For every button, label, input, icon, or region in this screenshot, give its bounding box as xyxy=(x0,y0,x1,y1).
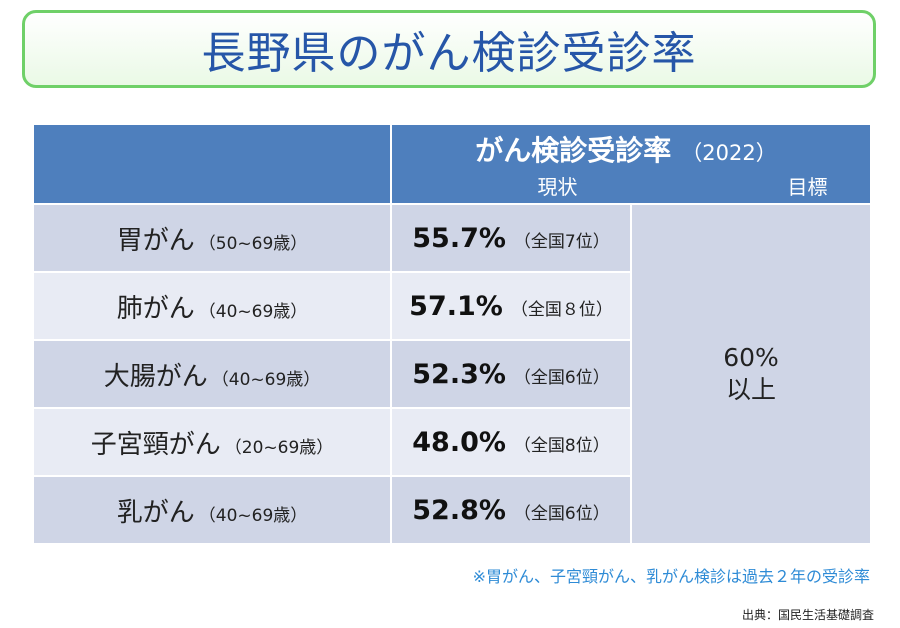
national-rank: （全国6位） xyxy=(513,503,610,524)
rate-value: 48.0% xyxy=(412,426,506,458)
cancer-cell: 子宮頸がん （20~69歳） xyxy=(32,407,392,477)
rate-value: 52.3% xyxy=(412,358,506,390)
rate-cell: 48.0% （全国8位） xyxy=(390,407,632,477)
table-row: 胃がん （50~69歳） 55.7% （全国7位） 60% 以上 xyxy=(32,203,872,545)
header-goal: 目標 xyxy=(787,174,828,199)
rate-cell: 55.7% （全国7位） xyxy=(390,203,632,273)
goal-value: 60% xyxy=(723,342,779,372)
national-rank: （全国7位） xyxy=(513,231,610,252)
goal-suffix: 以上 xyxy=(725,375,776,404)
cancer-cell: 胃がん （50~69歳） xyxy=(32,203,392,273)
rate-cell: 52.8% （全国6位） xyxy=(390,475,632,545)
table-row: 子宮頸がん （20~69歳） 48.0% （全国8位） xyxy=(32,407,871,477)
cancer-name: 胃がん xyxy=(116,225,195,256)
cancer-name: 子宮頸がん xyxy=(90,429,221,460)
header-current: 現状 xyxy=(537,174,578,199)
cancer-cell: 大腸がん （40~69歳） xyxy=(32,339,392,409)
header-empty-cell xyxy=(32,123,392,205)
page-title: 長野県のがん検診受診率 xyxy=(201,28,697,79)
header-cell: がん検診受診率 （2022） 現状 目標 xyxy=(390,123,872,205)
age-range: （50~69歳） xyxy=(198,233,308,254)
source-citation: 出典：国民生活基礎調査 xyxy=(741,608,874,622)
header-main: がん検診受診率 xyxy=(475,133,672,167)
goal-cell: 60% 以上 xyxy=(630,203,872,545)
national-rank: （全国8位） xyxy=(513,435,610,456)
table-row: 肺がん （40~69歳） 57.1% （全国８位） xyxy=(32,271,871,341)
rate-value: 57.1% xyxy=(409,290,503,322)
footnote: ※胃がん、子宮頸がん、乳がん検診は過去２年の受診率 xyxy=(472,567,870,586)
national-rank: （全国８位） xyxy=(510,299,613,320)
cancer-name: 大腸がん xyxy=(103,361,208,392)
screening-rate-table: がん検診受診率 （2022） 現状 目標 胃がん （50~69歳） 55.7% （全国… xyxy=(32,123,872,545)
title-banner: 長野県のがん検診受診率 xyxy=(22,10,876,88)
table-row: 乳がん （40~69歳） 52.8% （全国6位） xyxy=(32,475,871,545)
rate-value: 55.7% xyxy=(412,222,506,254)
cancer-cell: 肺がん （40~69歳） xyxy=(32,271,392,341)
age-range: （40~69歳） xyxy=(211,369,321,390)
cancer-name: 肺がん xyxy=(116,293,195,324)
rate-value: 52.8% xyxy=(412,494,506,526)
age-range: （40~69歳） xyxy=(198,301,308,322)
cancer-cell: 乳がん （40~69歳） xyxy=(32,475,392,545)
cancer-name: 乳がん xyxy=(116,497,195,528)
rate-cell: 52.3% （全国6位） xyxy=(390,339,632,409)
table-row: 大腸がん （40~69歳） 52.3% （全国6位） xyxy=(32,339,871,409)
age-range: （40~69歳） xyxy=(198,505,308,526)
age-range: （20~69歳） xyxy=(224,437,334,458)
header-year: （2022） xyxy=(681,140,777,165)
rate-cell: 57.1% （全国８位） xyxy=(390,271,632,341)
national-rank: （全国6位） xyxy=(513,367,610,388)
table-header-row: がん検診受診率 （2022） 現状 目標 xyxy=(32,123,872,205)
